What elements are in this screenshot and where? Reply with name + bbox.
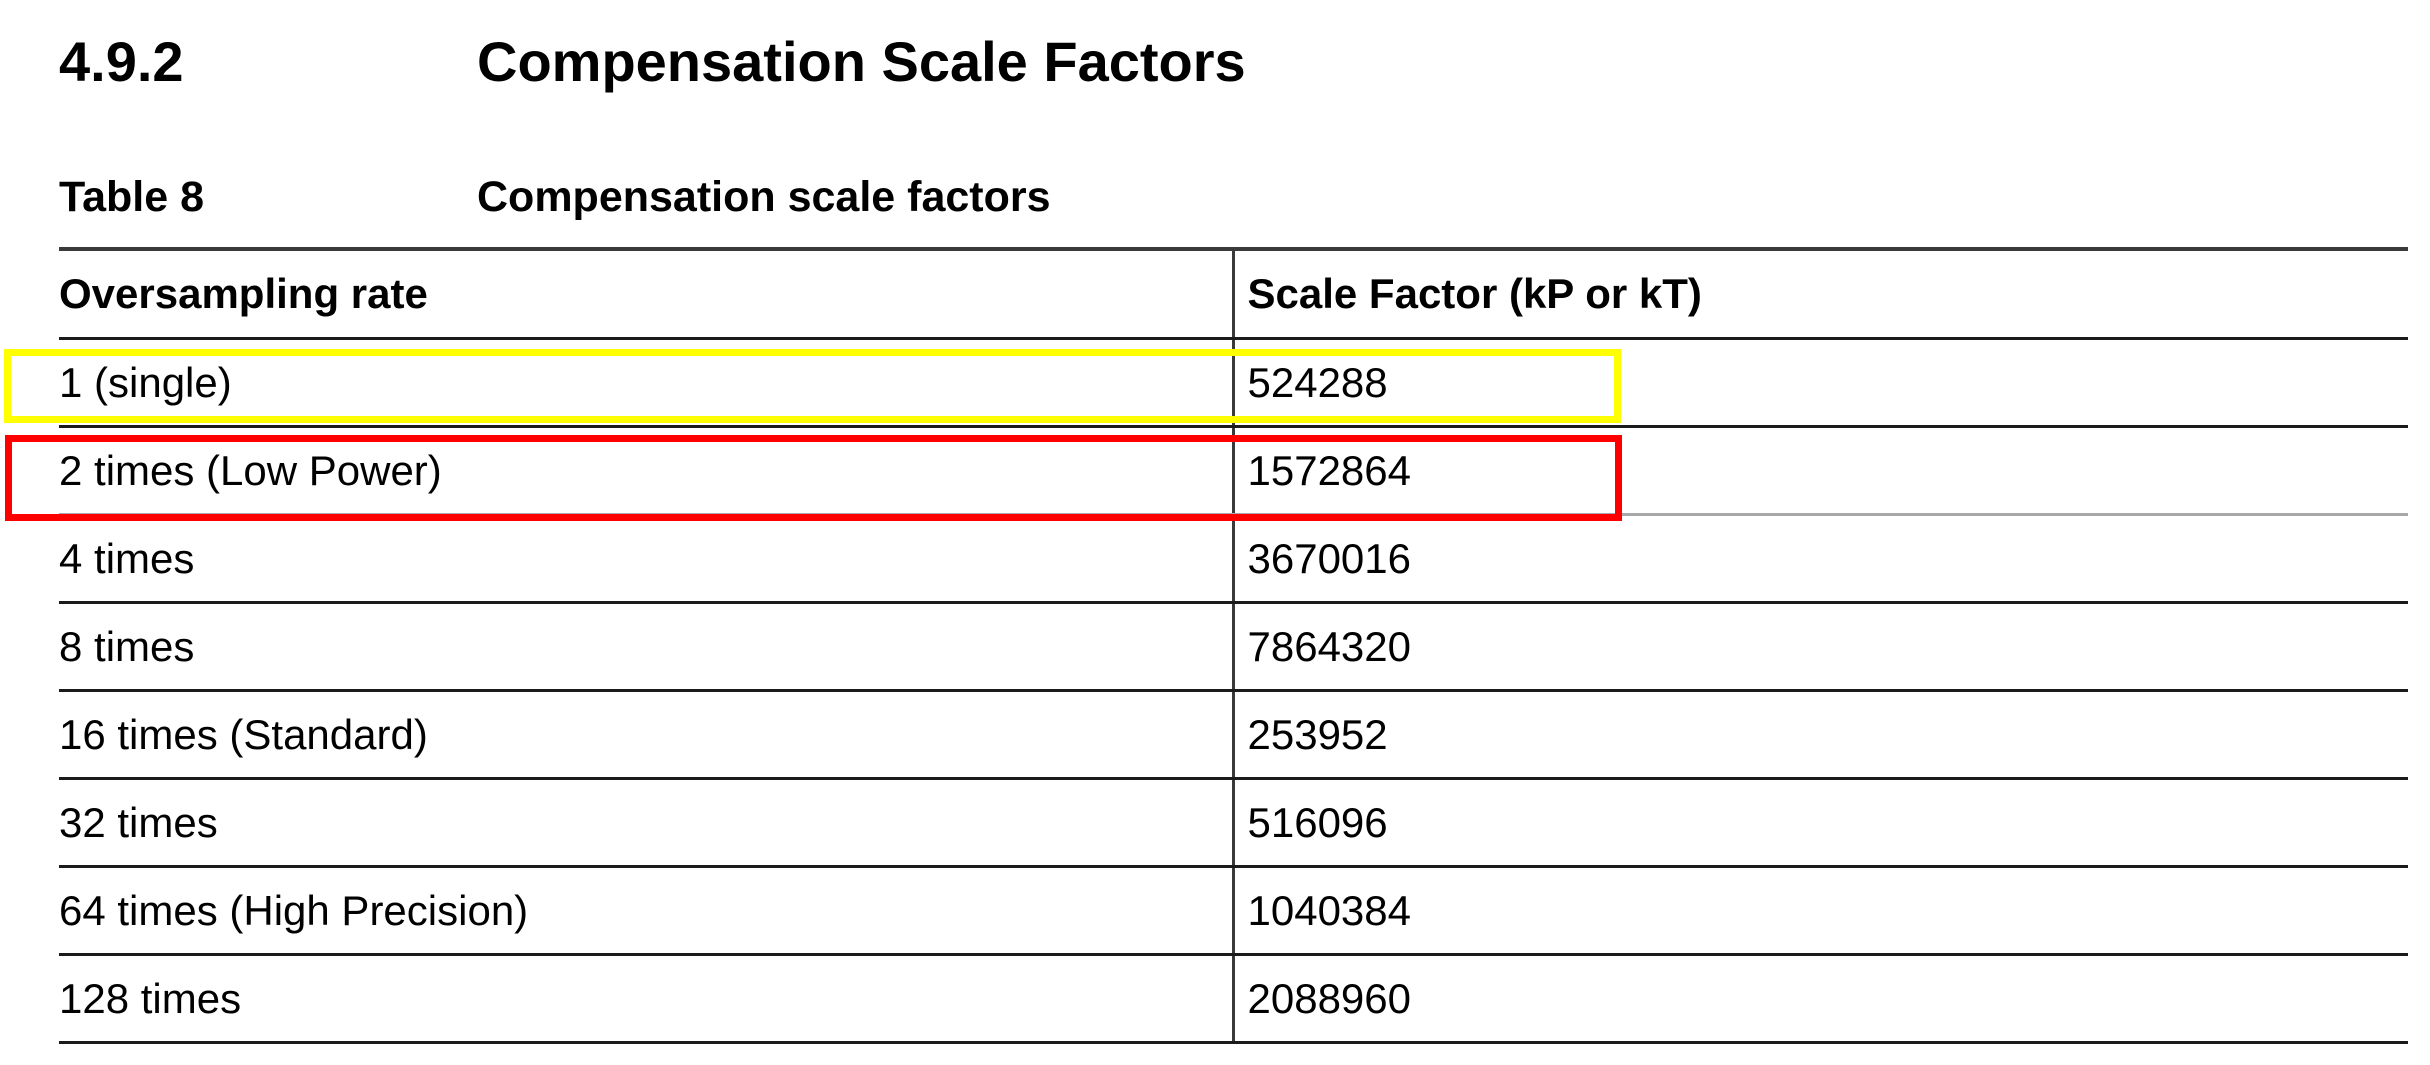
cell-factor: 2088960 [1231,954,2408,1044]
table-row: 32 times 516096 [59,778,2408,868]
table-row: 128 times 2088960 [59,954,2408,1044]
cell-factor: 3670016 [1231,514,2408,604]
header-oversampling-rate: Oversampling rate [59,249,1233,340]
cell-rate: 1 (single) [59,338,1233,428]
table-label: Table 8 [59,173,204,221]
section-number: 4.9.2 [59,30,184,93]
cell-factor: 7864320 [1231,602,2408,692]
table-caption: Table 8 Compensation scale factors [59,165,2359,229]
cell-rate: 16 times (Standard) [59,690,1233,780]
section-title: Compensation Scale Factors [477,30,1246,93]
scale-factors-table: Oversampling rate Scale Factor (kP or kT… [59,247,2408,1044]
table-header-row: Oversampling rate Scale Factor (kP or kT… [59,249,2408,340]
cell-rate: 2 times (Low Power) [59,426,1233,516]
cell-rate: 64 times (High Precision) [59,866,1233,956]
cell-rate: 8 times [59,602,1233,692]
cell-rate: 32 times [59,778,1233,868]
table-row: 64 times (High Precision) 1040384 [59,866,2408,956]
cell-factor: 253952 [1231,690,2408,780]
cell-factor: 516096 [1231,778,2408,868]
table-row: 8 times 7864320 [59,602,2408,692]
table-row: 4 times 3670016 [59,514,2408,604]
header-scale-factor: Scale Factor (kP or kT) [1231,249,2408,340]
cell-rate: 128 times [59,954,1233,1044]
table-row: 1 (single) 524288 [59,338,2408,428]
cell-rate: 4 times [59,514,1233,604]
section-heading: 4.9.2 Compensation Scale Factors [59,22,2359,102]
table-title: Compensation scale factors [477,173,1051,221]
table-row: 2 times (Low Power) 1572864 [59,426,2408,516]
cell-factor: 1040384 [1231,866,2408,956]
cell-factor: 524288 [1231,338,2408,428]
table-row: 16 times (Standard) 253952 [59,690,2408,780]
cell-factor: 1572864 [1231,426,2408,516]
